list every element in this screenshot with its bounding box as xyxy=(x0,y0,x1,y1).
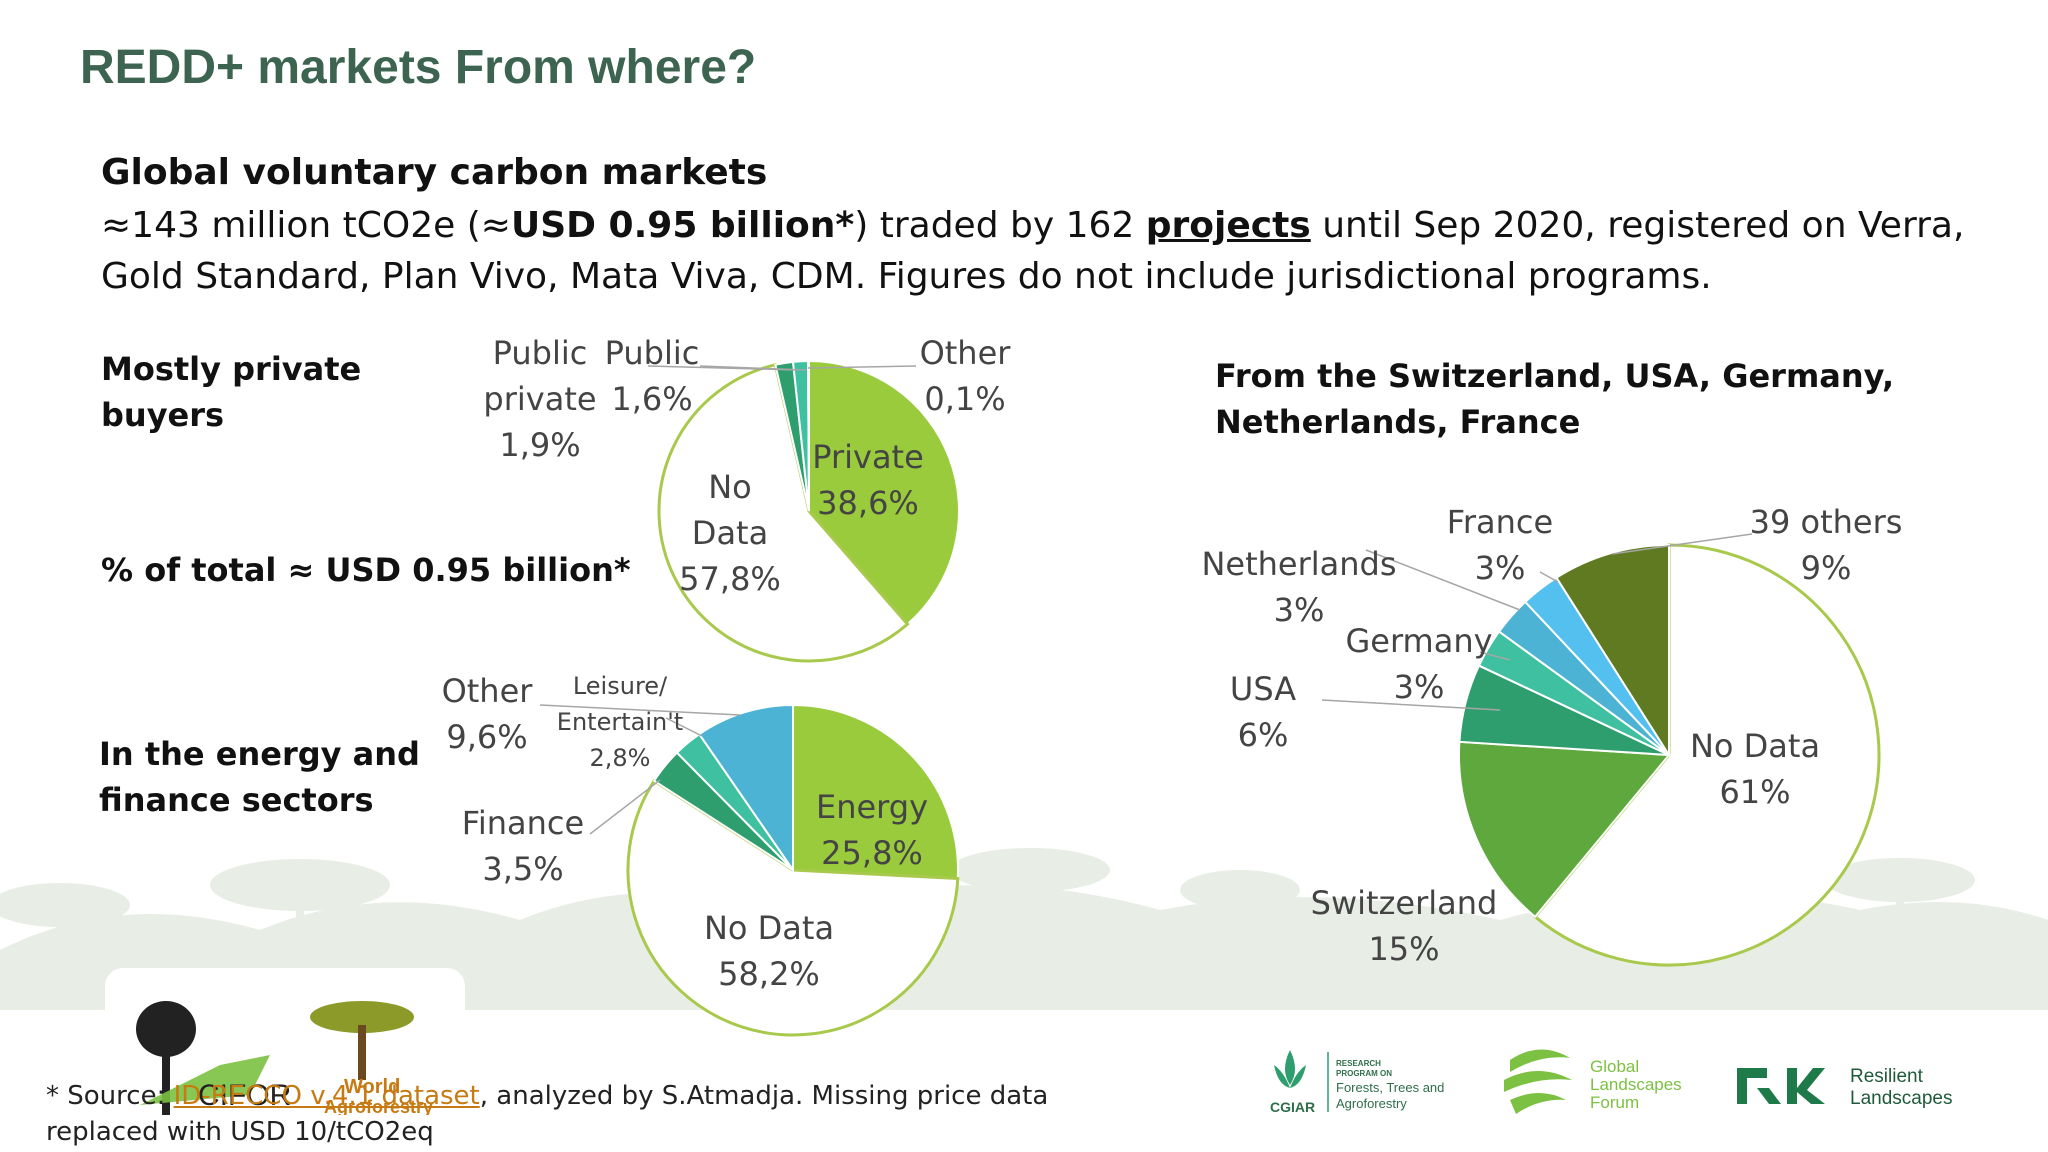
partner-logos: CGIAR RESEARCH PROGRAM ON Forests, Trees… xyxy=(1270,1049,1952,1115)
leader-line xyxy=(1365,549,1521,611)
pie-chart-buyer-type: Private 38,6% No Data 57,8% Public private 1,9%… xyxy=(483,334,1012,663)
leader-line xyxy=(699,365,807,371)
footnote-prefix: * Source: xyxy=(46,1081,174,1111)
pie-label-other: Other 0,1% xyxy=(920,334,1012,418)
agroforestry-tree-icon xyxy=(310,1001,414,1033)
footnote-suffix: , analyzed by S.Atmadja. Missing price d… xyxy=(479,1081,1049,1111)
rl-line-1: Resilient xyxy=(1850,1066,1924,1087)
pie-label-39-others: 39 others 9% xyxy=(1750,503,1903,587)
leader-line xyxy=(1479,651,1511,661)
pie-label-switzerland: Switzerland 15% xyxy=(1311,884,1498,968)
dataset-link[interactable]: ID-RECCO v.4.1 dataset xyxy=(173,1081,480,1111)
summary-bold-usd: USD 0.95 billion* xyxy=(510,205,855,246)
sectors-heading-line-2: finance sectors xyxy=(99,781,374,819)
pie-slice-no-data xyxy=(1533,543,1881,967)
resilient-landscapes-logo: Resilient Landscapes xyxy=(1737,1066,1952,1109)
pie-slice-switzerland xyxy=(1458,740,1672,919)
buyers-heading-line-1: Mostly private xyxy=(101,350,362,388)
agroforestry-logo-text: Agroforestry xyxy=(324,1097,433,1115)
pie-label-netherlands: Netherlands 3% xyxy=(1201,545,1396,629)
page-title: REDD+ markets From where? xyxy=(80,41,757,94)
pie-slice-other xyxy=(807,359,810,512)
summary-part-3: until Sep 2020, registered on Verra, Gol… xyxy=(101,205,1965,297)
glf-line-1: Global xyxy=(1590,1057,1639,1076)
pie-label-germany: Germany 3% xyxy=(1345,622,1492,706)
footnote-line-2: replaced with USD 10/tCO2eq xyxy=(46,1117,434,1147)
leader-line xyxy=(665,717,703,737)
pie-label-leisure-entertain-t: Leisure/Entertain't 2,8% xyxy=(557,672,683,772)
pie-chart-sectors: Energy 25,8% No Data 58,2% Finance 3,5% Leisur… xyxy=(442,672,960,1037)
pie-slice-other xyxy=(697,703,794,874)
cgiar-logo-text: CGIAR xyxy=(1270,1099,1315,1115)
pie-label-no-data: No Data 57,8% xyxy=(679,468,781,598)
pie-label-no-data: No Data 58,2% xyxy=(704,909,834,993)
fta-line-2: PROGRAM ON xyxy=(1336,1069,1392,1078)
cifor-logo-text: CIFOR xyxy=(198,1079,291,1112)
glf-line-3: Forum xyxy=(1590,1093,1639,1112)
glf-line-2: Landscapes xyxy=(1590,1075,1682,1094)
fta-line-3: Forests, Trees and xyxy=(1336,1080,1444,1095)
pie-slice-private xyxy=(808,359,960,626)
pie-label-public-private: Public private 1,9% xyxy=(483,334,596,464)
leader-line xyxy=(807,365,917,369)
cgiar-leaf-icon xyxy=(1285,1050,1295,1085)
pie-slice-39-others xyxy=(1555,543,1670,759)
leader-line xyxy=(1321,699,1501,711)
buyers-heading-line-2: buyers xyxy=(101,396,225,434)
leader-line xyxy=(539,704,741,716)
leader-line xyxy=(589,779,661,835)
glf-leaf-icon xyxy=(1510,1049,1570,1072)
world-logo-text: World xyxy=(344,1076,400,1098)
sectors-heading: In the energy and finance sectors xyxy=(99,731,420,823)
pie-label-energy: Energy 25,8% xyxy=(816,788,928,872)
pie-label-usa: USA 6% xyxy=(1230,670,1296,754)
pie-label-france: France 3% xyxy=(1447,503,1553,587)
summary-part-2: ) traded by 162 xyxy=(854,205,1146,246)
leader-line xyxy=(1611,533,1753,555)
pie-slice-no-data xyxy=(626,778,960,1037)
section-subtitle: Global voluntary carbon markets xyxy=(101,152,768,193)
summary-projects: projects xyxy=(1145,205,1311,246)
countries-heading: From the Switzerland, USA, Germany, Neth… xyxy=(1215,353,1894,445)
pie-label-public: Public 1,6% xyxy=(605,334,700,418)
pie-label-no-data: No Data 61% xyxy=(1690,727,1820,811)
source-footnote: * Source: ID-RECCO v.4.1 dataset, analyz… xyxy=(46,1078,1048,1150)
market-summary: ≈143 million tCO2e (≈USD 0.95 billion*) … xyxy=(101,200,1981,302)
cifor-logo: CIFOR World Agroforestry xyxy=(136,1001,433,1115)
percent-total-label: % of total ≈ USD 0.95 billion* xyxy=(101,551,631,589)
fta-line-1: RESEARCH xyxy=(1336,1059,1381,1068)
pie-slice-no-data xyxy=(657,363,910,663)
glf-logo: Global Landscapes Forum xyxy=(1504,1049,1682,1114)
pie-chart-countries: No Data 61% Switzerland 15% USA 6% Germany 3%Ne… xyxy=(1201,503,1902,968)
buyers-heading: Mostly private buyers xyxy=(101,346,361,438)
sectors-heading-line-1: In the energy and xyxy=(99,735,420,773)
rl-mark-icon xyxy=(1737,1068,1767,1104)
countries-heading-line-2: Netherlands, France xyxy=(1215,403,1581,441)
cgiar-logo: CGIAR RESEARCH PROGRAM ON Forests, Trees… xyxy=(1270,1050,1444,1115)
pie-label-private: Private 38,6% xyxy=(812,438,924,522)
pie-label-finance: Finance 3,5% xyxy=(462,804,584,888)
summary-part-1: ≈143 million tCO2e (≈ xyxy=(101,205,511,246)
countries-heading-line-1: From the Switzerland, USA, Germany, xyxy=(1215,357,1895,395)
cifor-tree-icon xyxy=(136,1001,196,1057)
fta-line-4: Agroforestry xyxy=(1336,1096,1407,1111)
pie-slice-energy xyxy=(792,703,959,880)
rl-line-2: Landscapes xyxy=(1850,1088,1952,1109)
leader-line xyxy=(1539,571,1559,583)
pie-label-other: Other 9,6% xyxy=(442,672,534,756)
